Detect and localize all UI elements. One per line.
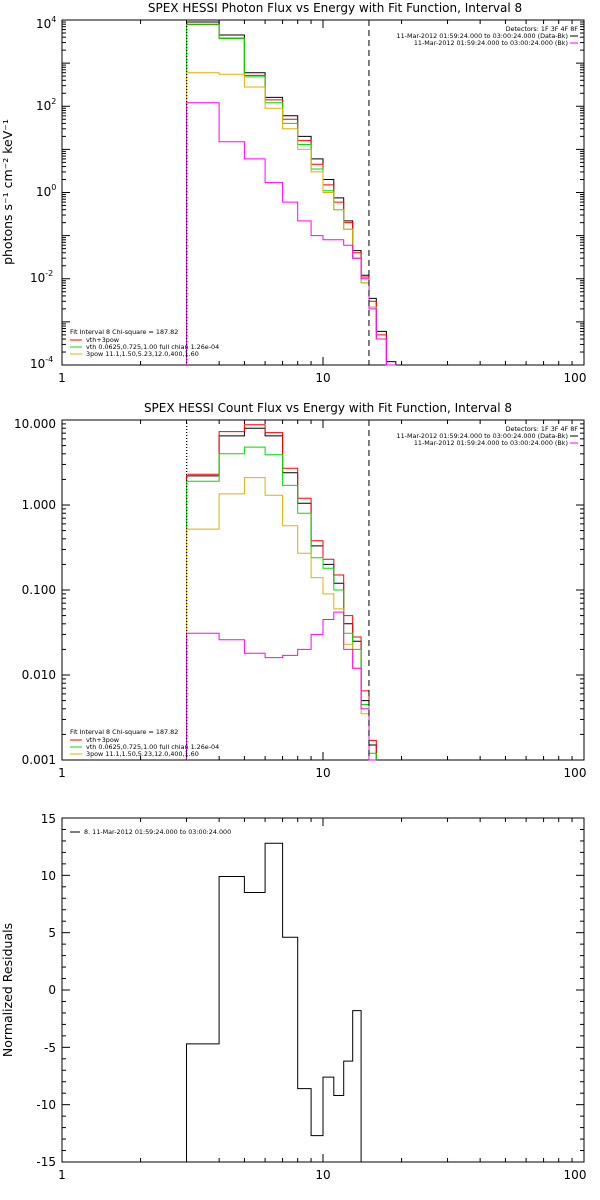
residuals-xtick-label: 10 (315, 1168, 330, 1182)
count-flux-legend-entry: 3pow 11.1,1.50,5.23,12.0,400,1.60 (86, 750, 199, 758)
series-line-1 (186, 424, 377, 760)
photon-flux-legend-entry: vth+3pow (86, 336, 119, 344)
count-flux-xtick-label: 10 (315, 766, 330, 780)
photon-flux-panel: SPEX HESSI Photon Flux vs Energy with Fi… (0, 1, 586, 385)
count-flux-legend-entry: vth+3pow (86, 736, 119, 744)
count-flux-detectors-text: Detectors: 1F 3F 4F 8F (506, 425, 579, 433)
residuals-ytick-label: -15 (36, 1155, 56, 1169)
photon-flux-ticks (61, 19, 584, 366)
series-line-4 (186, 102, 396, 366)
photon-flux-legend-entry: 11-Mar-2012 01:59:24.000 to 03:00:24.000… (414, 39, 568, 47)
photon-flux-ytick-label: 100 (36, 183, 56, 199)
series-line-4 (186, 611, 377, 761)
photon-flux-legend-entry: 3pow 11.1,1.50,5.23,12.0,400,1.60 (86, 350, 199, 358)
residuals-ytick-label: 15 (41, 812, 56, 826)
count-flux-ytick-label: 1.000 (22, 498, 56, 512)
photon-flux-xtick-label: 100 (564, 371, 587, 385)
residuals-xtick-label: 1 (58, 1168, 66, 1182)
residuals-panel: 1 10 100 -15 -10 -5 0 5 10 15 Normalized… (0, 812, 586, 1182)
count-flux-ytick-label: 0.010 (22, 668, 56, 682)
photon-flux-legend-entry: vth 0.0625,0.725,1.00 full chian 1.26e-0… (86, 343, 219, 351)
residuals-series (186, 842, 362, 1162)
residuals-ytick-label: -5 (44, 1041, 56, 1055)
count-flux-legend-entry: vth 0.0625,0.725,1.00 full chian 1.26e-0… (86, 743, 219, 751)
photon-flux-ylabel: photons s⁻¹ cm⁻² keV⁻¹ (0, 119, 15, 265)
count-flux-ytick-label: 0.001 (22, 753, 56, 767)
residuals-ytick-label: 5 (48, 926, 56, 940)
photon-flux-ytick-label: 102 (36, 97, 56, 113)
photon-flux-series (186, 21, 397, 366)
residuals-legend-entry: 8. 11-Mar-2012 01:59:24.000 to 03:00:24.… (84, 828, 231, 836)
count-flux-ytick-label: 10.000 (14, 417, 56, 431)
photon-flux-ytick-label: 10-4 (30, 355, 53, 371)
photon-flux-xtick-label: 10 (315, 371, 330, 385)
count-flux-legend-entry: 11-Mar-2012 01:59:24.000 to 03:00:24.000… (414, 439, 568, 447)
photon-flux-ytick-label: 10-2 (30, 269, 53, 285)
photon-flux-ytick-label: 104 (36, 15, 56, 31)
residuals-ytick-label: 10 (41, 869, 56, 883)
count-flux-fit-header: Fit Interval 8 Chi-square = 187.82 (70, 728, 178, 736)
count-flux-series (186, 424, 377, 761)
photon-flux-detectors-text: Detectors: 1F 3F 4F 8F (506, 25, 579, 33)
residuals-ylabel: Normalized Residuals (0, 923, 15, 1057)
count-flux-xtick-label: 100 (564, 766, 587, 780)
photon-flux-fit-header: Fit Interval 8 Chi-square = 187.82 (70, 328, 178, 336)
residuals-ytick-label: -10 (36, 1098, 56, 1112)
count-flux-markers (186, 420, 370, 760)
count-flux-ytick-label: 0.100 (22, 583, 56, 597)
series-line-0 (186, 21, 397, 365)
photon-flux-markers (186, 20, 370, 365)
residuals-ticks (61, 817, 584, 1163)
count-flux-panel: SPEX HESSI Count Flux vs Energy with Fit… (14, 401, 586, 780)
series-line-0 (186, 427, 377, 760)
photon-flux-legend-entry: 11-Mar-2012 01:59:24.000 to 03:00:24.000… (397, 32, 568, 40)
count-flux-title: SPEX HESSI Count Flux vs Energy with Fit… (144, 401, 512, 415)
count-flux-ticks (61, 419, 584, 761)
count-flux-xtick-label: 1 (58, 766, 66, 780)
series-line-0 (186, 842, 362, 1162)
series-line-2 (186, 446, 377, 760)
residuals-ytick-label: 0 (48, 983, 56, 997)
series-line-3 (186, 72, 396, 366)
series-line-2 (186, 24, 396, 366)
series-line-1 (186, 23, 396, 366)
photon-flux-xtick-label: 1 (58, 371, 66, 385)
series-line-3 (186, 477, 377, 761)
residuals-xtick-label: 100 (564, 1168, 587, 1182)
count-flux-legend-entry: 11-Mar-2012 01:59:24.000 to 03:00:24.000… (397, 432, 568, 440)
photon-flux-title: SPEX HESSI Photon Flux vs Energy with Fi… (148, 1, 522, 15)
